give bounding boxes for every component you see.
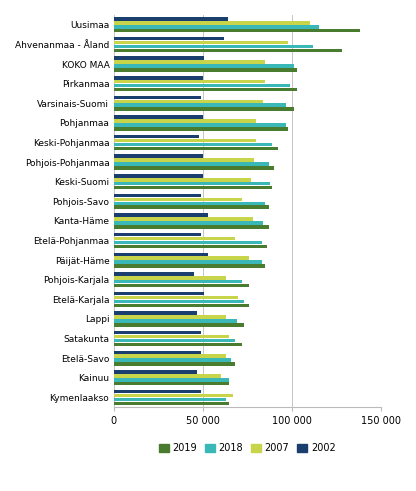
Bar: [114, 394, 233, 397]
Bar: [114, 241, 262, 245]
Legend: 2019, 2018, 2007, 2002: 2019, 2018, 2007, 2002: [155, 439, 339, 457]
Bar: [114, 29, 359, 32]
Bar: [114, 96, 201, 99]
Bar: [114, 355, 226, 358]
Bar: [114, 135, 199, 138]
Bar: [114, 378, 230, 382]
Bar: [114, 252, 208, 256]
Bar: [114, 197, 242, 201]
Bar: [114, 300, 244, 303]
Bar: [114, 245, 267, 248]
Bar: [114, 155, 203, 158]
Bar: [114, 64, 294, 68]
Bar: [114, 256, 249, 260]
Bar: [114, 17, 228, 21]
Bar: [114, 115, 203, 119]
Bar: [114, 143, 272, 146]
Bar: [114, 323, 244, 327]
Bar: [114, 303, 249, 307]
Bar: [114, 139, 256, 142]
Bar: [114, 163, 269, 166]
Bar: [114, 339, 235, 342]
Bar: [114, 84, 290, 87]
Bar: [114, 174, 203, 178]
Bar: [114, 382, 230, 385]
Bar: [114, 119, 256, 123]
Bar: [114, 331, 201, 334]
Bar: [114, 398, 226, 401]
Bar: [114, 21, 310, 25]
Bar: [114, 276, 226, 279]
Bar: [114, 272, 194, 275]
Bar: [114, 88, 297, 91]
Bar: [114, 104, 287, 107]
Bar: [114, 343, 242, 346]
Bar: [114, 41, 288, 44]
Bar: [114, 217, 253, 221]
Bar: [114, 80, 265, 83]
Bar: [114, 193, 201, 197]
Bar: [114, 284, 249, 287]
Bar: [114, 351, 201, 354]
Bar: [114, 147, 277, 150]
Bar: [114, 213, 208, 217]
Bar: [114, 186, 272, 190]
Bar: [114, 123, 287, 127]
Bar: [114, 362, 235, 366]
Bar: [114, 205, 269, 209]
Bar: [114, 56, 205, 60]
Bar: [114, 296, 238, 299]
Bar: [114, 159, 255, 162]
Bar: [114, 292, 205, 295]
Bar: [114, 390, 201, 393]
Bar: [114, 60, 265, 64]
Bar: [114, 100, 263, 103]
Bar: [114, 225, 269, 229]
Bar: [114, 221, 263, 225]
Bar: [114, 182, 270, 186]
Bar: [114, 358, 231, 362]
Bar: [114, 374, 220, 378]
Bar: [114, 25, 319, 28]
Bar: [114, 49, 342, 52]
Bar: [114, 315, 226, 319]
Bar: [114, 108, 294, 111]
Bar: [114, 45, 313, 48]
Bar: [114, 178, 251, 182]
Bar: [114, 402, 230, 405]
Bar: [114, 237, 235, 241]
Bar: [114, 335, 230, 338]
Bar: [114, 233, 201, 237]
Bar: [114, 311, 197, 315]
Bar: [114, 68, 297, 72]
Bar: [114, 260, 262, 264]
Bar: [114, 166, 274, 170]
Bar: [114, 319, 237, 323]
Bar: [114, 264, 265, 268]
Bar: [114, 76, 203, 80]
Bar: [114, 127, 288, 131]
Bar: [114, 37, 224, 40]
Bar: [114, 280, 242, 283]
Bar: [114, 201, 265, 205]
Bar: [114, 370, 197, 374]
